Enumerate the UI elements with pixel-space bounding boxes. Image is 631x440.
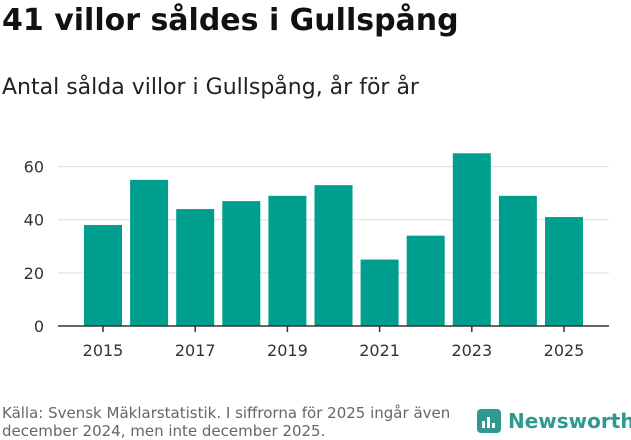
bar-2018 xyxy=(222,201,261,326)
x-tick-label: 2015 xyxy=(83,341,124,360)
bar-2021 xyxy=(360,259,399,326)
x-tick-label: 2017 xyxy=(175,341,216,360)
bar-2022 xyxy=(406,235,445,326)
y-tick-label: 40 xyxy=(24,211,44,230)
x-tick-label: 2021 xyxy=(359,341,400,360)
y-tick-label: 60 xyxy=(24,158,44,177)
axes: 0 20 40 60 2015 2017 2019 2021 2023 2025 xyxy=(24,158,609,360)
x-tick-label: 2023 xyxy=(451,341,492,360)
brand-name: Newsworthy xyxy=(508,409,631,433)
bar-2025 xyxy=(545,217,583,326)
brand-logo: Newsworthy xyxy=(476,408,631,434)
bar-2016 xyxy=(130,179,169,326)
chart-title: 41 villor såldes i Gullspång xyxy=(2,3,459,38)
bar-2023 xyxy=(452,153,491,326)
bars xyxy=(84,153,583,326)
bar-2019 xyxy=(268,195,307,326)
bar-2024 xyxy=(498,195,537,326)
y-tick-label: 20 xyxy=(24,264,44,283)
x-tick-label: 2019 xyxy=(267,341,308,360)
y-tick-label: 0 xyxy=(34,317,44,336)
chart-subtitle: Antal sålda villor i Gullspång, år för å… xyxy=(2,75,419,100)
newsworthy-logo-icon xyxy=(477,409,501,433)
x-tick-label: 2025 xyxy=(544,341,585,360)
source-note: Källa: Svensk Mäklarstatistik. I siffror… xyxy=(2,404,451,440)
bar-2017 xyxy=(176,209,215,326)
bar-2015 xyxy=(84,225,122,326)
bar-2020 xyxy=(314,185,353,326)
